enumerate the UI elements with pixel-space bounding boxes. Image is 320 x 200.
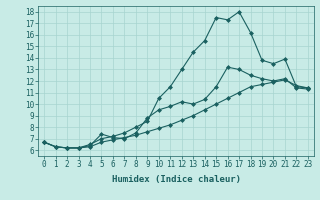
X-axis label: Humidex (Indice chaleur): Humidex (Indice chaleur) <box>111 175 241 184</box>
